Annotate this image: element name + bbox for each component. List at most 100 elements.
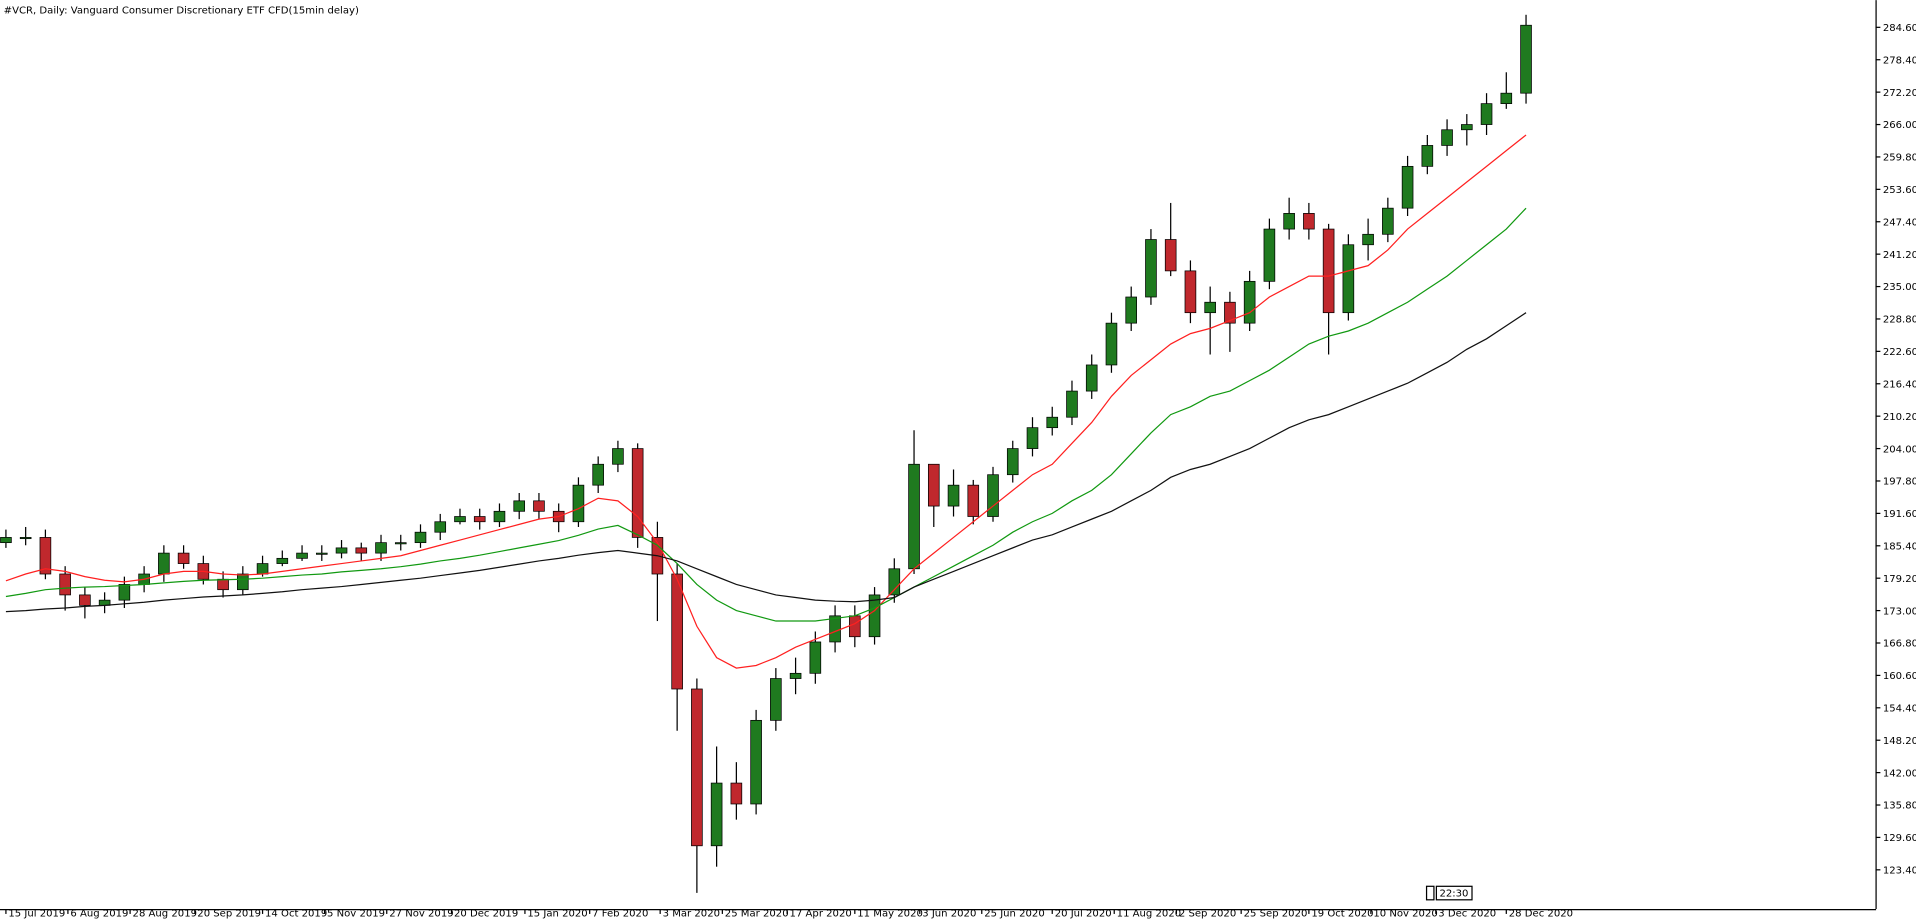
x-tick-label: 3 Mar 2020 bbox=[663, 908, 720, 919]
candle-body bbox=[1461, 124, 1473, 131]
candle-body bbox=[1421, 145, 1434, 167]
y-tick-label: 123.40 bbox=[1883, 866, 1916, 877]
y-tick-label: 142.00 bbox=[1883, 768, 1916, 779]
candle-body bbox=[1480, 103, 1493, 125]
y-tick-label: 179.20 bbox=[1883, 574, 1916, 585]
candle-body bbox=[691, 688, 703, 847]
x-tick-label: 17 Apr 2020 bbox=[790, 908, 852, 919]
candle-body bbox=[829, 615, 841, 643]
candle-body bbox=[1520, 24, 1532, 94]
y-tick-label: 259.80 bbox=[1883, 153, 1916, 164]
x-tick-label: 14 Oct 2019 bbox=[265, 908, 327, 919]
candle-body bbox=[118, 584, 131, 601]
y-tick-label: 216.40 bbox=[1883, 379, 1916, 390]
candle-body bbox=[1500, 92, 1513, 105]
candle-body bbox=[1283, 213, 1295, 230]
candle-body bbox=[1224, 301, 1236, 324]
candle-body bbox=[888, 568, 901, 596]
candle-body bbox=[1303, 213, 1315, 230]
candle-body bbox=[375, 542, 387, 554]
y-tick-label: 129.60 bbox=[1883, 833, 1916, 844]
moving-average-line bbox=[5, 312, 1527, 613]
y-tick-label: 197.80 bbox=[1883, 477, 1916, 488]
candle-body bbox=[631, 448, 644, 538]
candle-body bbox=[710, 782, 723, 847]
candle-body bbox=[1145, 239, 1157, 298]
y-tick-label: 228.80 bbox=[1883, 315, 1916, 326]
timer-label: 22:30 bbox=[1439, 889, 1468, 900]
x-tick-label: 11 Aug 2020 bbox=[1117, 908, 1181, 919]
x-tick-label: 3 Dec 2020 bbox=[1438, 908, 1496, 919]
x-tick-label: 25 Jun 2020 bbox=[984, 908, 1045, 919]
candle-body bbox=[59, 573, 71, 596]
x-tick-label: 20 Sep 2019 bbox=[197, 908, 261, 919]
y-tick-label: 185.40 bbox=[1883, 541, 1916, 552]
candle-body bbox=[217, 578, 229, 591]
candle-body bbox=[533, 500, 545, 512]
candle-body bbox=[355, 547, 368, 554]
x-tick-label: 27 Nov 2019 bbox=[389, 908, 453, 919]
candle-body bbox=[158, 552, 170, 575]
candle-body bbox=[276, 557, 289, 564]
y-tick-label: 210.20 bbox=[1883, 412, 1916, 423]
candle-body bbox=[335, 547, 348, 554]
x-tick-label: 6 Aug 2019 bbox=[70, 908, 128, 919]
candle-body bbox=[1243, 280, 1256, 324]
timer-icon bbox=[1425, 885, 1435, 901]
candle-body bbox=[1342, 244, 1355, 314]
candle-body bbox=[671, 573, 683, 690]
y-tick-label: 284.60 bbox=[1883, 23, 1916, 34]
x-tick-label: 25 Sep 2020 bbox=[1244, 908, 1308, 919]
x-tick-label: 11 May 2020 bbox=[857, 908, 923, 919]
candle-body bbox=[1006, 448, 1019, 476]
y-tick-label: 148.20 bbox=[1883, 736, 1916, 747]
x-tick-label: 28 Dec 2020 bbox=[1509, 908, 1573, 919]
x-tick-label: 15 Jan 2020 bbox=[527, 908, 587, 919]
candle-body bbox=[1105, 322, 1118, 366]
y-tick-label: 135.80 bbox=[1883, 801, 1916, 812]
candle-body bbox=[454, 516, 466, 523]
candle-body bbox=[1204, 301, 1216, 314]
y-tick-label: 173.00 bbox=[1883, 606, 1916, 617]
y-tick-label: 266.00 bbox=[1883, 120, 1916, 131]
candle-body bbox=[809, 641, 822, 674]
candle-body bbox=[849, 615, 861, 638]
timer-frame bbox=[1435, 885, 1473, 901]
candle-body bbox=[572, 484, 585, 523]
chart-title: #VCR, Daily: Vanguard Consumer Discretio… bbox=[4, 6, 359, 17]
y-tick-label: 160.60 bbox=[1883, 671, 1916, 682]
x-tick-label: 2 Sep 2020 bbox=[1179, 908, 1236, 919]
candle-body bbox=[1046, 416, 1059, 429]
y-tick-label: 154.40 bbox=[1883, 703, 1916, 714]
candle-body bbox=[1066, 390, 1078, 418]
x-tick-label: 25 Mar 2020 bbox=[725, 908, 789, 919]
y-tick-label: 241.20 bbox=[1883, 250, 1916, 261]
x-tick-label: 5 Nov 2019 bbox=[327, 908, 385, 919]
candle-body bbox=[434, 521, 447, 533]
y-tick-label: 235.00 bbox=[1883, 282, 1916, 293]
x-tick-label: 20 Dec 2019 bbox=[454, 908, 518, 919]
y-tick-label: 278.40 bbox=[1883, 55, 1916, 66]
x-tick-label: 28 Aug 2019 bbox=[133, 908, 197, 919]
candle-body bbox=[256, 563, 269, 575]
candle-body bbox=[493, 510, 506, 523]
x-tick-label: 19 Oct 2020 bbox=[1311, 908, 1373, 919]
candle-body bbox=[1362, 233, 1374, 246]
y-tick-label: 204.00 bbox=[1883, 444, 1916, 455]
candle-body bbox=[1164, 239, 1177, 272]
candle-body bbox=[789, 672, 802, 679]
candle-body bbox=[1401, 165, 1414, 209]
candle-body bbox=[39, 537, 52, 575]
candle-body bbox=[177, 552, 190, 564]
candle-body bbox=[513, 500, 526, 512]
candle-body bbox=[1382, 207, 1394, 235]
y-tick-label: 191.60 bbox=[1883, 509, 1916, 520]
candle-body bbox=[414, 531, 427, 544]
candle-body bbox=[1322, 228, 1335, 314]
y-tick-label: 247.40 bbox=[1883, 217, 1916, 228]
y-tick-label: 166.80 bbox=[1883, 639, 1916, 650]
candle-body bbox=[237, 573, 249, 591]
